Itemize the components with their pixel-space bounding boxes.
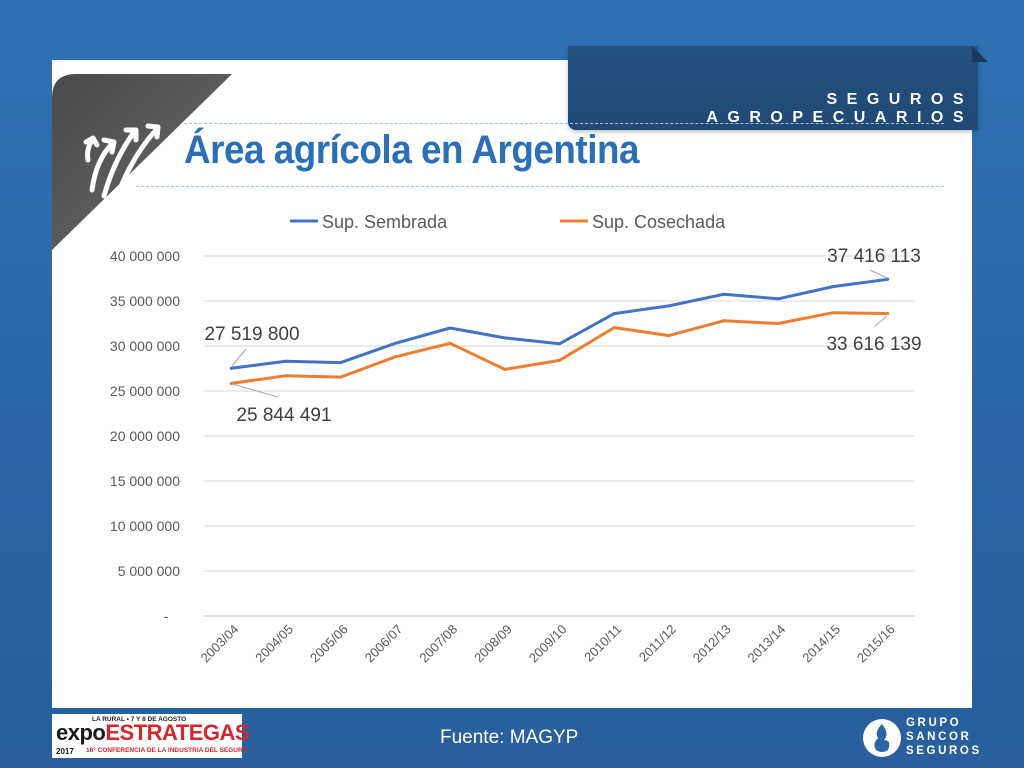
expo-logo-year: 2017 bbox=[56, 747, 74, 756]
data-point bbox=[776, 322, 780, 325]
sancor-logo-line3: SEGUROS bbox=[906, 745, 982, 757]
data-point bbox=[612, 312, 616, 316]
series-line-1 bbox=[229, 277, 890, 370]
data-label: 37 416 113 bbox=[827, 246, 921, 267]
y-tick-label: - bbox=[164, 608, 169, 624]
data-point bbox=[393, 355, 397, 359]
sancor-logo-text: GRUPO SANCOR SEGUROS bbox=[906, 716, 982, 758]
sancor-logo-line1: GRUPO bbox=[906, 717, 962, 729]
data-point bbox=[612, 326, 616, 330]
source-note: Fuente: MAGYP bbox=[440, 727, 579, 748]
flame-icon bbox=[863, 719, 901, 757]
data-label-leader bbox=[874, 315, 888, 327]
corner-emblem bbox=[52, 74, 232, 250]
x-tick-label: 2004/05 bbox=[252, 622, 296, 666]
data-label-leader bbox=[231, 348, 247, 367]
data-point bbox=[722, 319, 726, 323]
x-tick-label: 2012/13 bbox=[690, 622, 734, 666]
data-label: 33 616 139 bbox=[826, 334, 921, 355]
x-tick-label: 2003/04 bbox=[198, 622, 242, 666]
y-tick-label: 35 000 000 bbox=[110, 293, 180, 309]
data-point bbox=[448, 341, 452, 345]
expo-logo-date: LA RURAL • 7 Y 8 DE AGOSTO bbox=[92, 716, 187, 723]
x-tick-label: 2009/10 bbox=[526, 622, 570, 666]
data-point bbox=[886, 311, 890, 315]
x-tick-label: 2014/15 bbox=[799, 622, 843, 666]
data-point bbox=[667, 304, 671, 308]
data-point bbox=[284, 359, 288, 363]
data-point bbox=[393, 341, 397, 345]
x-tick-label: 2013/14 bbox=[745, 622, 789, 666]
data-label: 27 519 800 bbox=[204, 324, 299, 345]
page-title: Área agrícola en Argentina bbox=[184, 128, 639, 172]
data-label-leader bbox=[231, 383, 279, 398]
data-point bbox=[448, 326, 452, 330]
data-point bbox=[503, 367, 507, 371]
y-tick-label: 30 000 000 bbox=[110, 338, 180, 354]
sancor-logo: GRUPO SANCOR SEGUROS bbox=[860, 714, 990, 764]
data-point bbox=[229, 366, 233, 370]
x-tick-label: 2006/07 bbox=[362, 622, 406, 666]
y-tick-label: 20 000 000 bbox=[110, 428, 180, 444]
data-label-leader bbox=[869, 269, 888, 279]
y-tick-label: 15 000 000 bbox=[110, 473, 180, 489]
x-tick-label: 2008/09 bbox=[471, 622, 515, 666]
title-rule-top bbox=[184, 123, 944, 124]
y-tick-label: 40 000 000 bbox=[110, 248, 180, 264]
expo-logo-word-a: expo bbox=[56, 720, 106, 745]
title-rule-bottom bbox=[136, 186, 944, 187]
series-line-2 bbox=[229, 311, 890, 385]
x-tick-label: 2015/16 bbox=[854, 622, 898, 666]
data-point bbox=[722, 292, 726, 296]
data-point bbox=[558, 342, 561, 346]
data-point bbox=[558, 358, 561, 362]
data-point bbox=[886, 277, 890, 281]
arrows-up-icon bbox=[83, 123, 161, 199]
badge-fold bbox=[972, 46, 988, 62]
expo-logo-wordmark: expoESTRATEGAS bbox=[56, 720, 250, 746]
y-tick-label: 5 000 000 bbox=[118, 563, 180, 579]
category-badge-label: SEGUROS AGROPECUARIOS bbox=[706, 91, 973, 126]
x-tick-label: 2011/12 bbox=[636, 622, 679, 665]
y-tick-label: 10 000 000 bbox=[110, 518, 180, 534]
line-chart: - 5 000 000 10 000 000 15 000 000 20 000 000… bbox=[110, 212, 922, 666]
data-point bbox=[776, 297, 780, 301]
expo-logo-word-b: ESTRATEGAS bbox=[105, 720, 250, 745]
category-badge bbox=[568, 46, 978, 130]
data-point bbox=[339, 375, 343, 379]
data-label: 25 844 491 bbox=[236, 405, 331, 426]
data-point bbox=[667, 334, 671, 338]
data-point bbox=[284, 374, 288, 378]
slide-card bbox=[52, 60, 972, 708]
sancor-logo-line2: SANCOR bbox=[906, 731, 972, 743]
legend-label: Sup. Sembrada bbox=[322, 212, 448, 232]
legend-label: Sup. Cosechada bbox=[592, 212, 726, 232]
data-point bbox=[503, 336, 507, 340]
x-tick-label: 2010/11 bbox=[581, 622, 624, 665]
data-point bbox=[831, 285, 835, 289]
data-point bbox=[339, 361, 343, 365]
x-tick-label: 2007/08 bbox=[416, 622, 460, 666]
data-point bbox=[831, 311, 835, 315]
y-tick-label: 25 000 000 bbox=[110, 383, 180, 399]
x-tick-label: 2005/06 bbox=[307, 622, 351, 666]
expoestrategas-logo: LA RURAL • 7 Y 8 DE AGOSTO expoESTRATEGA… bbox=[52, 714, 250, 758]
expo-logo-subtitle: 16° CONFERENCIA DE LA INDUSTRIA DEL SEGU… bbox=[86, 747, 248, 754]
